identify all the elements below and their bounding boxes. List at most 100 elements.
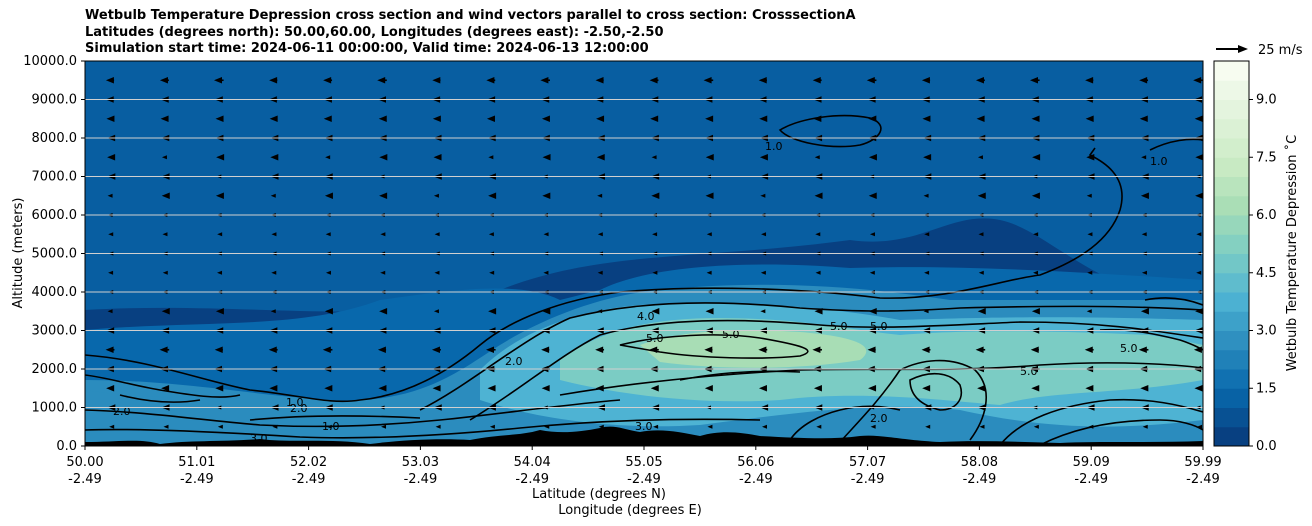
wind-vector-head	[432, 385, 441, 392]
y-tick-label: 7000.0	[32, 170, 78, 185]
wind-vector-head	[978, 232, 984, 237]
chart-title-line-1: Wetbulb Temperature Depression cross sec…	[85, 8, 856, 23]
contour-label: 2.0	[290, 402, 308, 415]
wind-vector-head	[597, 193, 603, 198]
wind-vector-head	[704, 346, 713, 353]
wind-vector-head	[1139, 115, 1148, 122]
wind-vector-head	[105, 346, 114, 353]
wind-vector-head	[433, 193, 439, 198]
wind-vector-head	[433, 309, 439, 314]
wind-vector-head	[488, 192, 497, 199]
wind-vector-head	[869, 232, 875, 237]
contour-label: 4.0	[637, 310, 655, 323]
x-tick-label-longitude: -2.49	[68, 472, 102, 487]
colorbar-tick-label: 4.5	[1256, 266, 1277, 281]
x-tick-label-latitude: 59.99	[1184, 455, 1221, 470]
x-tick-label-longitude: -2.49	[292, 472, 326, 487]
colorbar-segment	[1214, 118, 1249, 139]
wind-vector-head	[1194, 385, 1203, 392]
wind-vector-head	[1141, 270, 1147, 275]
wind-vector-head	[1085, 385, 1094, 392]
wind-vector-head	[106, 115, 115, 122]
wind-vector-head	[486, 115, 495, 122]
wind-vector-head	[489, 270, 495, 275]
wind-vector-head	[542, 192, 551, 199]
x-tick-label-latitude: 54.04	[514, 455, 551, 470]
wind-vector-head	[760, 193, 766, 198]
colorbar-segment	[1214, 292, 1249, 312]
wind-vector-head	[1031, 308, 1040, 315]
x-tick-label-longitude: -2.49	[963, 472, 997, 487]
wind-vector-head	[161, 385, 170, 392]
wind-vector-head	[814, 308, 823, 315]
wind-vector-head	[271, 270, 277, 275]
wind-vector-head	[1197, 424, 1203, 429]
wind-vector-head	[1033, 424, 1039, 429]
wind-vector-head	[1193, 346, 1202, 353]
colorbar-label: Wetbulb Temperature Depression ˚C	[1284, 135, 1300, 372]
wind-vector-head	[268, 346, 277, 353]
x-tick-label-latitude: 50.00	[66, 455, 103, 470]
wind-vector-head	[270, 193, 276, 198]
wind-vector-head	[541, 115, 550, 122]
wind-reference-label: 25 m/s	[1258, 43, 1303, 58]
wind-vector-head	[217, 270, 223, 275]
wind-vector-head	[540, 77, 549, 84]
wind-vector-head	[1195, 308, 1203, 315]
colorbar-tick-label: 9.0	[1256, 93, 1277, 108]
x-tick-label-longitude: -2.49	[404, 472, 438, 487]
wind-vector-head	[215, 192, 224, 199]
wind-vector-head	[381, 424, 387, 429]
contour-label: 2.0	[505, 355, 523, 368]
colorbar-segment	[1214, 195, 1249, 216]
wind-vector-head	[597, 232, 603, 237]
wind-vector-head	[322, 346, 331, 353]
wind-vector-head	[323, 115, 332, 122]
wind-vector-head	[324, 308, 333, 315]
wind-vector-head	[542, 308, 551, 315]
y-tick-label: 1000.0	[32, 401, 78, 416]
wind-vector-head	[866, 77, 875, 84]
wind-vector-head	[707, 424, 713, 429]
wind-vector-head	[272, 424, 278, 429]
wind-vector-head	[597, 270, 603, 275]
wind-vector-head	[868, 308, 877, 315]
colorbar-segment	[1214, 215, 1249, 235]
colorbar-segment	[1214, 253, 1249, 274]
wind-vector-head	[815, 270, 821, 275]
wind-vector-head	[706, 232, 712, 237]
wind-vector-head	[815, 232, 821, 237]
x-tick-label-latitude: 58.08	[961, 455, 998, 470]
wind-vector-head	[380, 232, 386, 237]
wind-vector-head	[922, 385, 931, 392]
wind-vector-head	[323, 77, 332, 84]
wind-vector-head	[1087, 270, 1093, 275]
wind-vector-head	[1139, 77, 1148, 84]
wind-vector-head	[649, 77, 658, 84]
chart-title-line-2: Latitudes (degrees north): 50.00,60.00, …	[85, 25, 664, 40]
wind-vector-head	[215, 385, 224, 392]
x-tick-label-latitude: 59.09	[1073, 455, 1110, 470]
wind-vector-head	[1031, 192, 1040, 199]
wind-vector-head	[108, 270, 114, 275]
colorbar-segment	[1214, 61, 1249, 81]
x-tick-label-latitude: 57.07	[849, 455, 886, 470]
wind-vector-head	[596, 115, 605, 122]
wind-vector-head	[977, 155, 983, 160]
colorbar-segment	[1214, 272, 1249, 293]
colorbar-tick-label: 7.5	[1256, 150, 1277, 165]
wind-vector-head	[488, 155, 494, 160]
wind-vector-head	[105, 77, 114, 84]
wind-vector-head	[324, 385, 333, 392]
colorbar-segment	[1214, 311, 1249, 331]
wind-vector-head	[378, 385, 387, 392]
x-tick-label-longitude: -2.49	[627, 472, 661, 487]
x-tick-label-longitude: -2.49	[515, 472, 549, 487]
wind-vector-head	[598, 424, 604, 429]
wind-vector-head	[869, 270, 875, 275]
wind-vector-head	[162, 232, 168, 237]
wind-vector-head	[378, 115, 387, 122]
wind-vector-head	[977, 385, 986, 392]
wind-vector-head	[1033, 232, 1039, 237]
